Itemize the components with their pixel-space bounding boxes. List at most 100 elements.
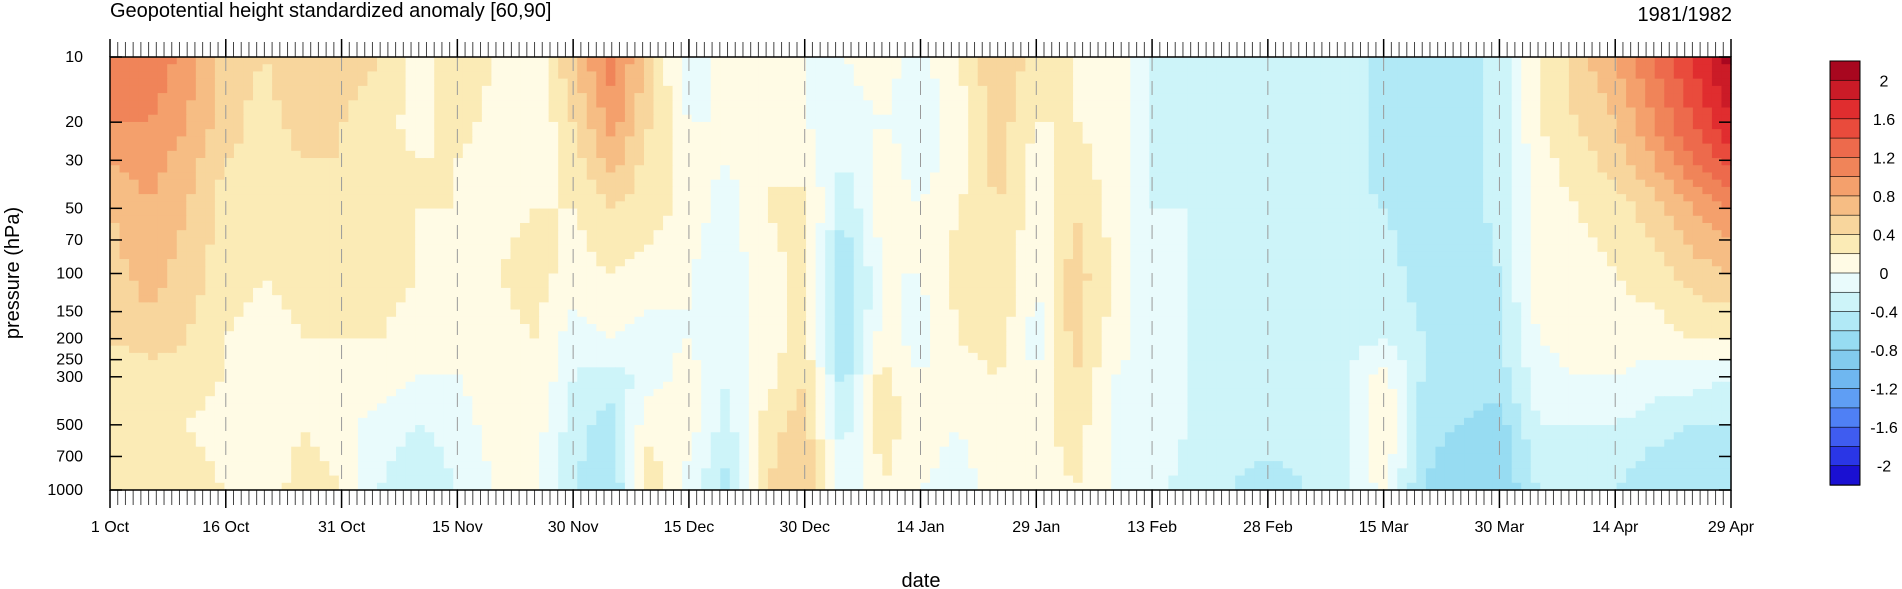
heat-cell <box>272 158 283 166</box>
heat-cell <box>1492 244 1503 253</box>
heat-cell <box>338 179 349 188</box>
heat-cell <box>539 165 550 174</box>
heat-cell <box>481 230 493 239</box>
heat-cell <box>520 71 531 80</box>
heat-cell <box>157 129 168 137</box>
heat-cell <box>1530 251 1541 260</box>
heat-cell <box>224 194 235 202</box>
heat-cell <box>701 71 712 80</box>
heat-cell <box>1263 121 1274 130</box>
heat-cell <box>281 114 292 123</box>
heat-cell <box>958 107 969 116</box>
heat-cell <box>987 100 998 109</box>
heat-cell <box>424 93 435 101</box>
heat-cell <box>1177 129 1189 137</box>
heat-cell <box>558 208 569 217</box>
heat-cell <box>1263 259 1274 267</box>
heat-cell <box>977 93 988 101</box>
heat-cell <box>500 93 512 101</box>
heat-cell <box>1320 114 1332 123</box>
heat-cell <box>415 165 426 174</box>
heat-cell <box>596 136 607 145</box>
heat-cell <box>1130 186 1141 195</box>
heat-cell <box>520 215 531 224</box>
heat-cell <box>1320 78 1332 87</box>
heat-cell <box>1015 172 1026 181</box>
heat-cell <box>386 222 397 231</box>
heat-cell <box>224 100 235 109</box>
heat-cell <box>1034 114 1046 123</box>
heat-cell <box>500 150 512 159</box>
heat-cell <box>701 114 712 123</box>
heat-cell <box>1559 179 1570 188</box>
heat-cell <box>138 201 149 210</box>
heat-cell <box>672 201 683 210</box>
heat-cell <box>1416 57 1427 65</box>
heat-cell <box>825 93 836 101</box>
heat-cell <box>767 251 779 260</box>
heat-cell <box>920 85 931 94</box>
heat-cell <box>1330 107 1341 116</box>
heat-cell <box>1635 100 1646 109</box>
heat-cell <box>1206 114 1217 123</box>
heat-cell <box>1206 165 1217 174</box>
heat-cell <box>1597 136 1608 145</box>
heat-cell <box>138 121 149 130</box>
heat-cell <box>1311 230 1322 239</box>
heat-cell <box>663 121 674 130</box>
heat-cell <box>586 121 597 130</box>
heat-cell <box>748 143 759 152</box>
heat-cell <box>653 251 664 260</box>
heat-cell <box>1635 194 1646 202</box>
heat-cell <box>1168 208 1179 217</box>
heat-cell <box>930 57 941 65</box>
heat-cell <box>1349 158 1360 166</box>
heat-cell <box>338 107 349 116</box>
heat-cell <box>1015 107 1026 116</box>
heat-cell <box>796 237 807 246</box>
heat-cell <box>310 107 321 116</box>
heat-cell <box>577 259 588 267</box>
heat-cell <box>1177 179 1189 188</box>
heat-cell <box>500 208 512 217</box>
heat-cell <box>1673 129 1684 137</box>
heat-cell <box>815 186 826 195</box>
heat-cell <box>300 114 311 123</box>
heat-cell <box>910 201 922 210</box>
heat-cell <box>1711 244 1723 253</box>
heat-cell <box>1034 129 1046 137</box>
heat-cell <box>415 64 426 73</box>
heat-cell <box>1607 244 1618 253</box>
heat-cell <box>1244 237 1255 246</box>
heat-cell <box>1711 57 1723 65</box>
heat-cell <box>968 186 979 195</box>
heat-cell <box>1082 259 1093 267</box>
heat-cell <box>1359 107 1370 116</box>
heat-cell <box>1521 93 1532 101</box>
heat-cell <box>1425 64 1437 73</box>
heat-cell <box>1206 129 1217 137</box>
heat-cell <box>1063 136 1074 145</box>
heat-cell <box>520 143 531 152</box>
heat-cell <box>224 251 235 260</box>
heat-cell <box>996 107 1007 116</box>
heat-cell <box>1635 201 1646 210</box>
heat-cell <box>119 78 130 87</box>
heat-cell <box>1444 143 1456 152</box>
heat-cell <box>338 114 349 123</box>
heat-cell <box>748 64 759 73</box>
heat-cell <box>1483 230 1494 239</box>
heat-cell <box>1578 78 1589 87</box>
heat-cell <box>472 129 483 137</box>
heat-cell <box>872 150 883 159</box>
heat-cell <box>682 129 693 137</box>
heat-cell <box>500 259 512 267</box>
heat-cell <box>1397 230 1408 239</box>
heat-cell <box>1492 71 1503 80</box>
heat-cell <box>1578 85 1589 94</box>
heat-cell <box>357 85 369 94</box>
heat-cell <box>891 114 903 123</box>
heat-cell <box>357 158 369 166</box>
heat-cell <box>1139 194 1150 202</box>
heat-cell <box>253 93 264 101</box>
